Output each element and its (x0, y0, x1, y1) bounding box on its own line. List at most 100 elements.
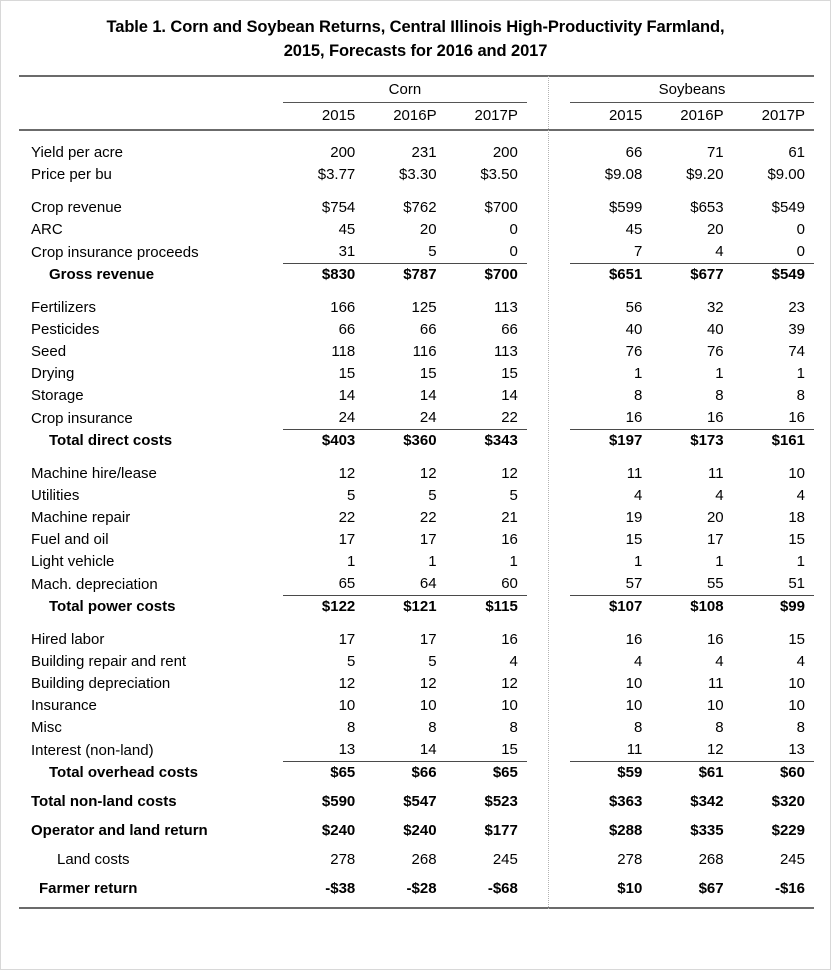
table-row: Fuel and oil 17 17 16 15 17 15 (19, 529, 814, 551)
cell-total-power-costs-soy-2017p: $99 (732, 595, 814, 618)
row-label-fertilizers: Fertilizers (31, 299, 97, 316)
cell-gross-revenue-soy-2016p: $677 (651, 263, 733, 286)
cell-gap (527, 241, 570, 264)
row-label-gross-revenue: Gross revenue (49, 266, 155, 283)
cell-operator-land-return-corn-2016p: $240 (403, 822, 437, 839)
cell-gap (527, 264, 570, 287)
cell-gross-revenue-corn-2016p: $787 (364, 263, 446, 286)
cell-gap (527, 197, 570, 219)
cell-land-costs-soy-2017p: 245 (779, 851, 805, 868)
year-header-soy-2017p: 2017P (761, 107, 805, 124)
cell-crop-ins-proceeds-corn-2016p: 5 (428, 243, 437, 260)
cell-machine-hire-lease-corn-2015: 12 (338, 465, 356, 482)
cell-total-overhead-costs-soy-2017p: $60 (732, 761, 814, 784)
row-label-crop-insurance: Crop insurance (31, 409, 133, 427)
table-row: Machine hire/lease 12 12 12 11 11 10 (19, 463, 814, 485)
cell-drying-corn-2016p: 15 (419, 365, 437, 382)
cell-crop-revenue-soy-2017p: $549 (771, 199, 805, 216)
table-row-total: Operator and land return $240 $240 $177 … (19, 820, 814, 842)
row-label-crop-insurance-proceeds: Crop insurance proceeds (31, 243, 199, 261)
cell-price-per-bu-soy-2017p: $9.00 (767, 166, 805, 183)
cell-pesticides-corn-2015: 66 (338, 321, 356, 338)
year-header-gap (527, 103, 570, 131)
cell-hired-labor-corn-2017p: 16 (501, 631, 518, 648)
cell-gap (527, 695, 570, 717)
table-row: Mach. depreciation 65 64 60 57 55 51 (19, 573, 814, 596)
cell-drying-soy-2016p: 1 (715, 365, 724, 382)
group-header-gap (527, 77, 570, 103)
cell-pesticides-soy-2016p: 40 (706, 321, 724, 338)
table-row: Crop insurance 24 24 22 16 16 16 (19, 407, 814, 430)
group-header-spacer (19, 77, 283, 103)
row-label-yield-per-acre: Yield per acre (31, 144, 123, 161)
cell-machine-hire-lease-soy-2016p: 11 (708, 465, 724, 482)
cell-crop-ins-proceeds-soy-2017p: 0 (796, 243, 805, 260)
cell-arc-soy-2017p: 0 (796, 221, 805, 238)
cell-fuel-and-oil-soy-2017p: 15 (788, 531, 805, 548)
cell-operator-land-return-soy-2016p: $335 (690, 822, 724, 839)
cell-machine-repair-soy-2015: 19 (625, 509, 643, 526)
cell-total-power-costs-soy-2016p: $108 (651, 595, 733, 618)
cell-fertilizers-corn-2015: 166 (330, 299, 356, 316)
cell-operator-land-return-soy-2017p: $229 (771, 822, 805, 839)
year-header-soy-2016p: 2016P (680, 107, 724, 124)
cell-mach-depreciation-corn-2015: 65 (338, 575, 356, 592)
cell-fertilizers-corn-2017p: 113 (493, 299, 518, 316)
cell-land-costs-corn-2017p: 245 (492, 851, 518, 868)
cell-machine-repair-corn-2017p: 21 (501, 509, 518, 526)
cell-gap (527, 717, 570, 739)
spacer (19, 813, 814, 820)
cell-interest-nonland-soy-2015: 11 (626, 741, 643, 758)
row-label-machine-hire-lease: Machine hire/lease (31, 465, 157, 482)
cell-storage-soy-2017p: 8 (796, 387, 805, 404)
cell-crop-insurance-corn-2016p: 24 (419, 409, 437, 426)
group-header-corn: Corn (282, 77, 527, 103)
cell-gap (527, 319, 570, 341)
cell-building-repair-rent-corn-2017p: 4 (509, 653, 518, 670)
cell-hired-labor-soy-2015: 16 (625, 631, 643, 648)
cell-fertilizers-corn-2016p: 125 (411, 299, 437, 316)
cell-interest-nonland-corn-2017p: 15 (501, 741, 518, 758)
cell-utilities-corn-2015: 5 (346, 487, 356, 504)
cell-yield-per-acre-soy-2016p: 71 (706, 144, 724, 161)
cell-machine-repair-corn-2016p: 22 (419, 509, 437, 526)
cell-arc-soy-2015: 45 (625, 221, 643, 238)
row-label-farmer-return: Farmer return (39, 880, 138, 897)
cell-utilities-corn-2017p: 5 (509, 487, 518, 504)
returns-table: Corn Soybeans 2015 2016P 2017P 2015 2016… (19, 75, 814, 910)
cell-yield-per-acre-corn-2017p: 200 (492, 144, 518, 161)
cell-gap (527, 820, 570, 842)
cell-fuel-and-oil-soy-2016p: 17 (706, 531, 724, 548)
table-row: Building depreciation 12 12 12 10 11 10 (19, 673, 814, 695)
table-row-subtotal: Gross revenue $830 $787 $700 $651 $677 $… (19, 263, 814, 287)
cell-gap (527, 762, 570, 785)
table-row-total: Total non-land costs $590 $547 $523 $363… (19, 791, 814, 813)
row-label-misc: Misc (31, 719, 62, 736)
cell-crop-insurance-soy-2016p: 16 (706, 409, 724, 426)
cell-total-direct-costs-corn-2015: $403 (282, 429, 365, 452)
cell-storage-soy-2016p: 8 (715, 387, 724, 404)
group-header-row: Corn Soybeans (19, 77, 814, 103)
cell-total-power-costs-corn-2016p: $121 (364, 595, 446, 618)
cell-pesticides-soy-2017p: 39 (788, 321, 805, 338)
cell-seed-corn-2015: 118 (331, 343, 356, 360)
cell-total-nonland-costs-soy-2015: $363 (608, 793, 643, 810)
cell-crop-ins-proceeds-corn-2017p: 0 (509, 243, 518, 260)
cell-operator-land-return-soy-2015: $288 (608, 822, 643, 839)
cell-building-depreciation-corn-2016p: 12 (419, 675, 437, 692)
cell-gap (527, 142, 570, 164)
cell-farmer-return-soy-2015: $10 (617, 880, 643, 897)
cell-price-per-bu-soy-2015: $9.08 (604, 166, 643, 183)
cell-drying-soy-2017p: 1 (796, 365, 805, 382)
row-label-storage: Storage (31, 387, 84, 404)
cell-gap (527, 164, 570, 186)
cell-building-repair-rent-corn-2016p: 5 (428, 653, 437, 670)
cell-land-costs-soy-2015: 278 (617, 851, 643, 868)
year-header-soy-2015: 2015 (608, 107, 643, 124)
year-header-corn-2017p: 2017P (474, 107, 518, 124)
row-label-interest-non-land: Interest (non-land) (31, 741, 154, 759)
row-label-seed: Seed (31, 343, 67, 360)
table-row: Hired labor 17 17 16 16 16 15 (19, 629, 814, 651)
row-label-utilities: Utilities (31, 487, 80, 504)
